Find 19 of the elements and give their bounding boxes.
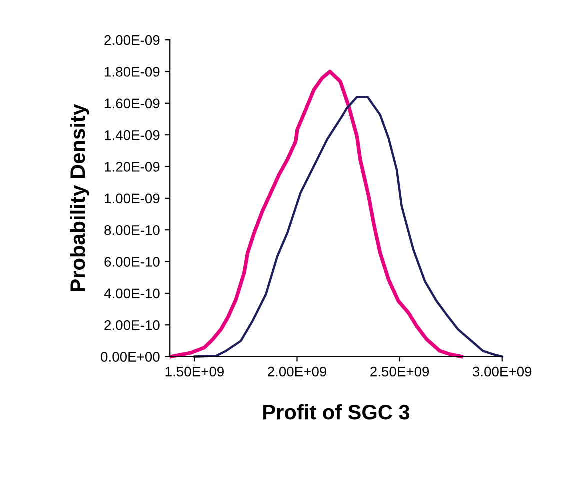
y-tick-label: 2.00E-09 [104, 35, 160, 46]
y-tick-label: 1.20E-09 [105, 162, 160, 172]
x-tick-label: 2.50E+09 [370, 366, 430, 377]
y-tick-label: 2.00E-10 [104, 320, 160, 330]
x-tick-label: 3.00E+09 [472, 366, 532, 377]
y-tick-label: 1.60E-09 [105, 98, 160, 109]
y-tick-label: 8.00E-10 [104, 225, 160, 236]
y-tick-label: 0.00E+00 [101, 352, 160, 362]
y-axis-title: Probability Density [70, 104, 90, 292]
x-axis-title: Profit of SGC 3 [264, 404, 410, 420]
x-tick-label: 2.00E+09 [268, 366, 327, 377]
y-tick-label: 1.80E-09 [105, 67, 160, 77]
line-series [170, 70, 464, 359]
y-tick-label: 1.00E-09 [105, 194, 160, 204]
line-series [194, 96, 504, 358]
x-tick-label: 1.50E+09 [166, 366, 224, 377]
y-tick-label: 1.40E-09 [105, 130, 160, 140]
y-tick-label: 4.00E-10 [104, 288, 160, 299]
y-tick-label: 6.00E-10 [104, 257, 160, 267]
